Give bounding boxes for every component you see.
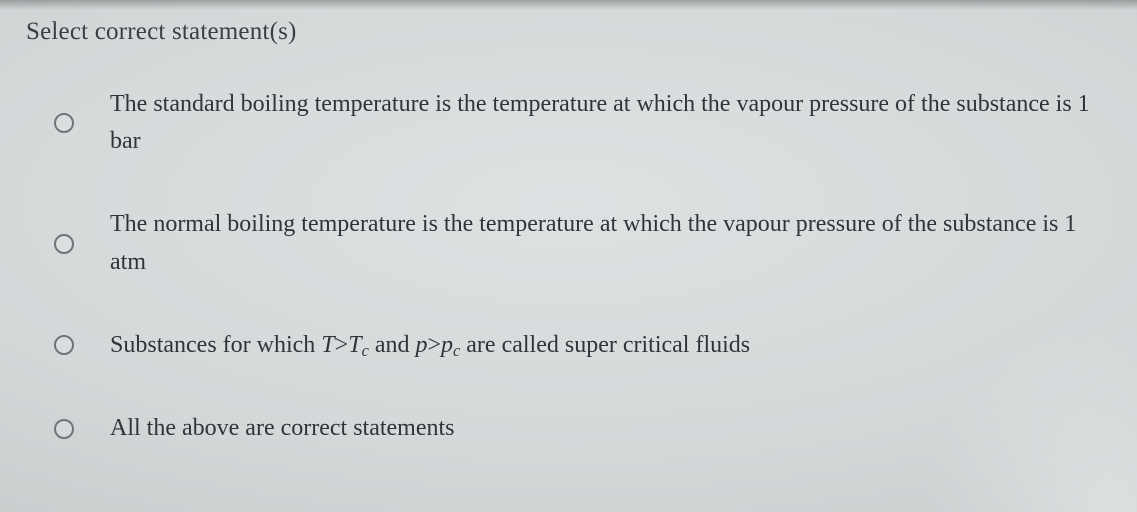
var-T: T	[321, 332, 334, 358]
var-Tc-base: T	[348, 332, 361, 358]
var-pc-base: p	[441, 332, 453, 358]
options-group: The standard boiling temperature is the …	[26, 86, 1111, 447]
gt-symbol: >	[427, 332, 441, 358]
radio-icon	[54, 335, 74, 355]
question-prompt: Select correct statement(s)	[26, 18, 1111, 46]
radio-icon	[54, 113, 74, 133]
var-p: p	[415, 332, 427, 358]
option-3-text-before: Substances for which	[110, 332, 321, 358]
radio-icon	[54, 234, 74, 254]
option-3-text: Substances for which T>Tc and p>pc are c…	[110, 327, 750, 364]
option-2-text: The normal boiling temperature is the te…	[110, 206, 1111, 280]
option-4-text: All the above are correct statements	[110, 410, 455, 447]
var-Tc-sub: c	[362, 341, 369, 360]
option-2[interactable]: The normal boiling temperature is the te…	[54, 206, 1111, 280]
option-3[interactable]: Substances for which T>Tc and p>pc are c…	[54, 327, 1111, 364]
option-4[interactable]: All the above are correct statements	[54, 410, 1111, 447]
option-3-text-after: are called super critical fluids	[460, 332, 750, 358]
radio-icon	[54, 419, 74, 439]
option-1[interactable]: The standard boiling temperature is the …	[54, 86, 1111, 160]
gt-symbol: >	[335, 332, 349, 358]
and-text: and	[369, 332, 416, 358]
option-1-text: The standard boiling temperature is the …	[110, 86, 1111, 160]
